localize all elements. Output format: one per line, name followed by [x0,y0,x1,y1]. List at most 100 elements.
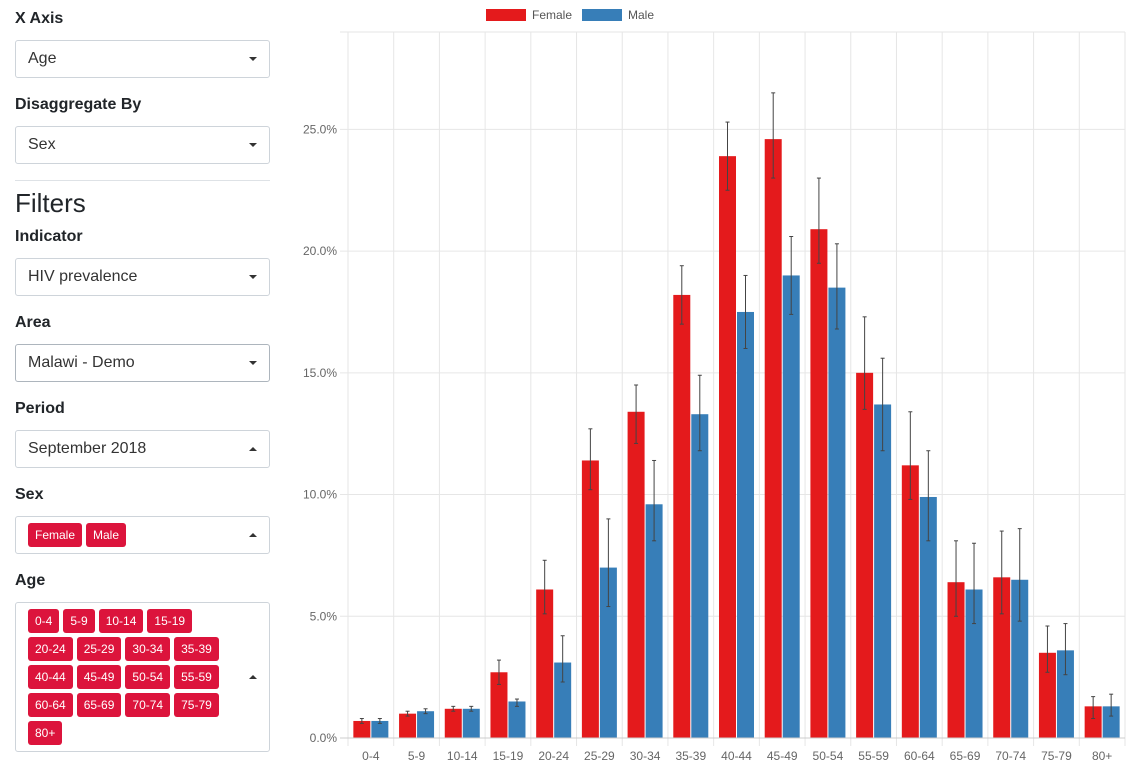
age-tag[interactable]: 5-9 [63,609,95,633]
age-tag[interactable]: 50-54 [125,665,171,689]
x-tick-label: 75-79 [1041,749,1072,763]
x-tick-label: 25-29 [584,749,615,763]
age-tag[interactable]: 70-74 [125,693,171,717]
x-tick-label: 55-59 [858,749,889,763]
bar-male [691,414,709,738]
x-tick-label: 65-69 [950,749,981,763]
age-tag[interactable]: 35-39 [174,637,219,661]
chevron-down-icon [249,361,257,365]
age-tag[interactable]: 60-64 [28,693,73,717]
age-tag[interactable]: 75-79 [174,693,219,717]
y-tick-label: 15.0% [303,366,337,380]
chevron-up-icon [249,533,257,537]
x-tick-label: 10-14 [447,749,478,763]
legend-label: Female [531,8,572,22]
bar-female [1084,706,1102,738]
bar-male [645,504,663,738]
x-tick-label: 50-54 [813,749,844,763]
x-tick-label: 80+ [1092,749,1112,763]
bar-male [599,567,617,738]
x-tick-label: 40-44 [721,749,752,763]
period-value: September 2018 [28,440,147,457]
age-tag[interactable]: 65-69 [76,693,122,717]
age-tag[interactable]: 80+ [28,721,63,745]
y-tick-label: 0.0% [310,731,338,745]
sex-tag[interactable]: Female [28,523,83,547]
indicator-select[interactable]: HIV prevalence [15,258,270,296]
period-select[interactable]: September 2018 [15,430,270,468]
filters-title: Filters [15,188,86,218]
period-label: Period [15,400,65,417]
area-value: Malawi - Demo [28,354,135,371]
chart-legend: Female Male [0,8,1140,22]
age-tag[interactable]: 0-4 [28,609,60,633]
disaggregate-value: Sex [28,136,56,153]
chevron-up-icon [249,675,257,679]
age-tag[interactable]: 10-14 [98,609,144,633]
bar-female [673,294,691,738]
disaggregate-label: Disaggregate By [15,96,142,113]
chevron-down-icon [249,57,257,61]
bar-male [554,662,572,738]
bar-male [965,589,983,738]
bar-female [627,411,645,738]
bar-male [1056,650,1074,738]
bar-male [782,275,800,738]
bar-male [417,711,435,738]
chevron-down-icon [249,275,257,279]
bar-chart: 0.0% 5.0% 10.0% 15.0% 20.0% 25.0% 0-4 5-9 10-14 1… [303,31,1126,763]
bar-female [1038,652,1056,738]
y-tick-label: 25.0% [303,122,337,136]
divider [15,180,270,181]
bar-female [856,372,874,738]
x-axis-label: X Axis [15,10,64,27]
age-multiselect[interactable]: 0-4 5-9 10-14 15-19 20-24 25-29 30-34 35-39 40-4… [15,602,270,752]
bar-male [508,701,526,738]
x-tick-label: 30-34 [630,749,661,763]
age-tag[interactable]: 20-24 [28,637,73,661]
sex-label: Sex [15,486,44,503]
bar-female [490,672,508,738]
age-tag[interactable]: 55-59 [174,665,219,689]
bar-male [371,720,389,738]
bar-female [993,577,1011,738]
age-tag[interactable]: 45-49 [76,665,122,689]
x-tick-label: 70-74 [995,749,1026,763]
age-label: Age [15,572,46,589]
x-tick-label: 60-64 [904,749,935,763]
age-tag[interactable]: 25-29 [76,637,122,661]
sex-tags: Female Male [28,523,229,547]
bar-female [399,713,417,738]
age-tag[interactable]: 40-44 [28,665,73,689]
y-tick-label: 10.0% [303,488,337,502]
age-tag[interactable]: 15-19 [147,609,193,633]
bar-female [353,720,371,738]
legend-label: Male [628,8,655,22]
indicator-label: Indicator [15,228,83,245]
x-tick-label: 45-49 [767,749,798,763]
y-tick-label: 20.0% [303,244,337,258]
legend-item[interactable]: Female [485,8,572,22]
bar-female [536,589,554,738]
age-tag[interactable]: 30-34 [125,637,171,661]
bar-female [444,708,462,738]
bar-female [764,139,782,738]
bar-male [1011,579,1029,738]
sex-tag[interactable]: Male [86,523,127,547]
x-axis-select[interactable]: Age [15,40,270,78]
legend-item[interactable]: Male [582,8,654,22]
x-axis-value: Age [28,50,57,67]
bar-male [1102,706,1120,738]
bar-female [810,229,828,738]
disaggregate-select[interactable]: Sex [15,126,270,164]
bar-female [901,465,919,738]
bar-male [919,496,937,738]
area-select[interactable]: Malawi - Demo [15,344,270,382]
x-tick-label: 20-24 [538,749,569,763]
bar-female [947,582,965,738]
chevron-down-icon [249,143,257,147]
bar-female [719,156,736,738]
x-tick-label: 0-4 [362,749,380,763]
bar-male [874,404,892,738]
sex-multiselect[interactable]: Female Male [15,516,270,554]
